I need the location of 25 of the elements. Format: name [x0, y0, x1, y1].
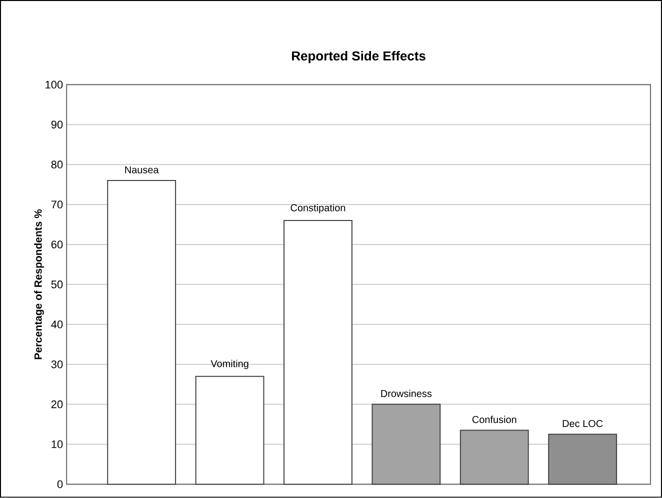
bar — [284, 220, 352, 485]
y-tick-label: 50 — [51, 280, 63, 288]
y-tick-label: 70 — [51, 200, 63, 209]
y-tick-label: 20 — [51, 400, 63, 408]
y-tick-label: 40 — [51, 320, 63, 328]
y-tick-label: 10 — [52, 440, 63, 448]
x-tick-label: Nausea — [125, 166, 159, 174]
bar — [548, 434, 618, 485]
y-tick-label: 0 — [57, 480, 63, 488]
chart-title: Reported Side Effects — [292, 51, 426, 64]
bar — [372, 404, 441, 485]
y-axis-title: Percentage of Respondents % — [34, 209, 44, 360]
x-tick-label: Vomiting — [210, 360, 248, 370]
x-tick-label: Drowsiness — [381, 390, 432, 398]
y-tick-label: 100 — [46, 80, 63, 89]
y-tick-label: 80 — [51, 160, 63, 169]
bar — [107, 180, 176, 485]
y-tick-label: 90 — [51, 120, 63, 129]
x-tick-label: Confusion — [472, 416, 516, 424]
x-tick-label: Constipation — [290, 204, 346, 214]
bar — [460, 430, 529, 485]
y-tick-label: 60 — [51, 240, 63, 248]
y-tick-label: 30 — [51, 360, 63, 368]
x-tick-label: Dec LOC — [562, 420, 603, 428]
bar — [195, 376, 264, 485]
